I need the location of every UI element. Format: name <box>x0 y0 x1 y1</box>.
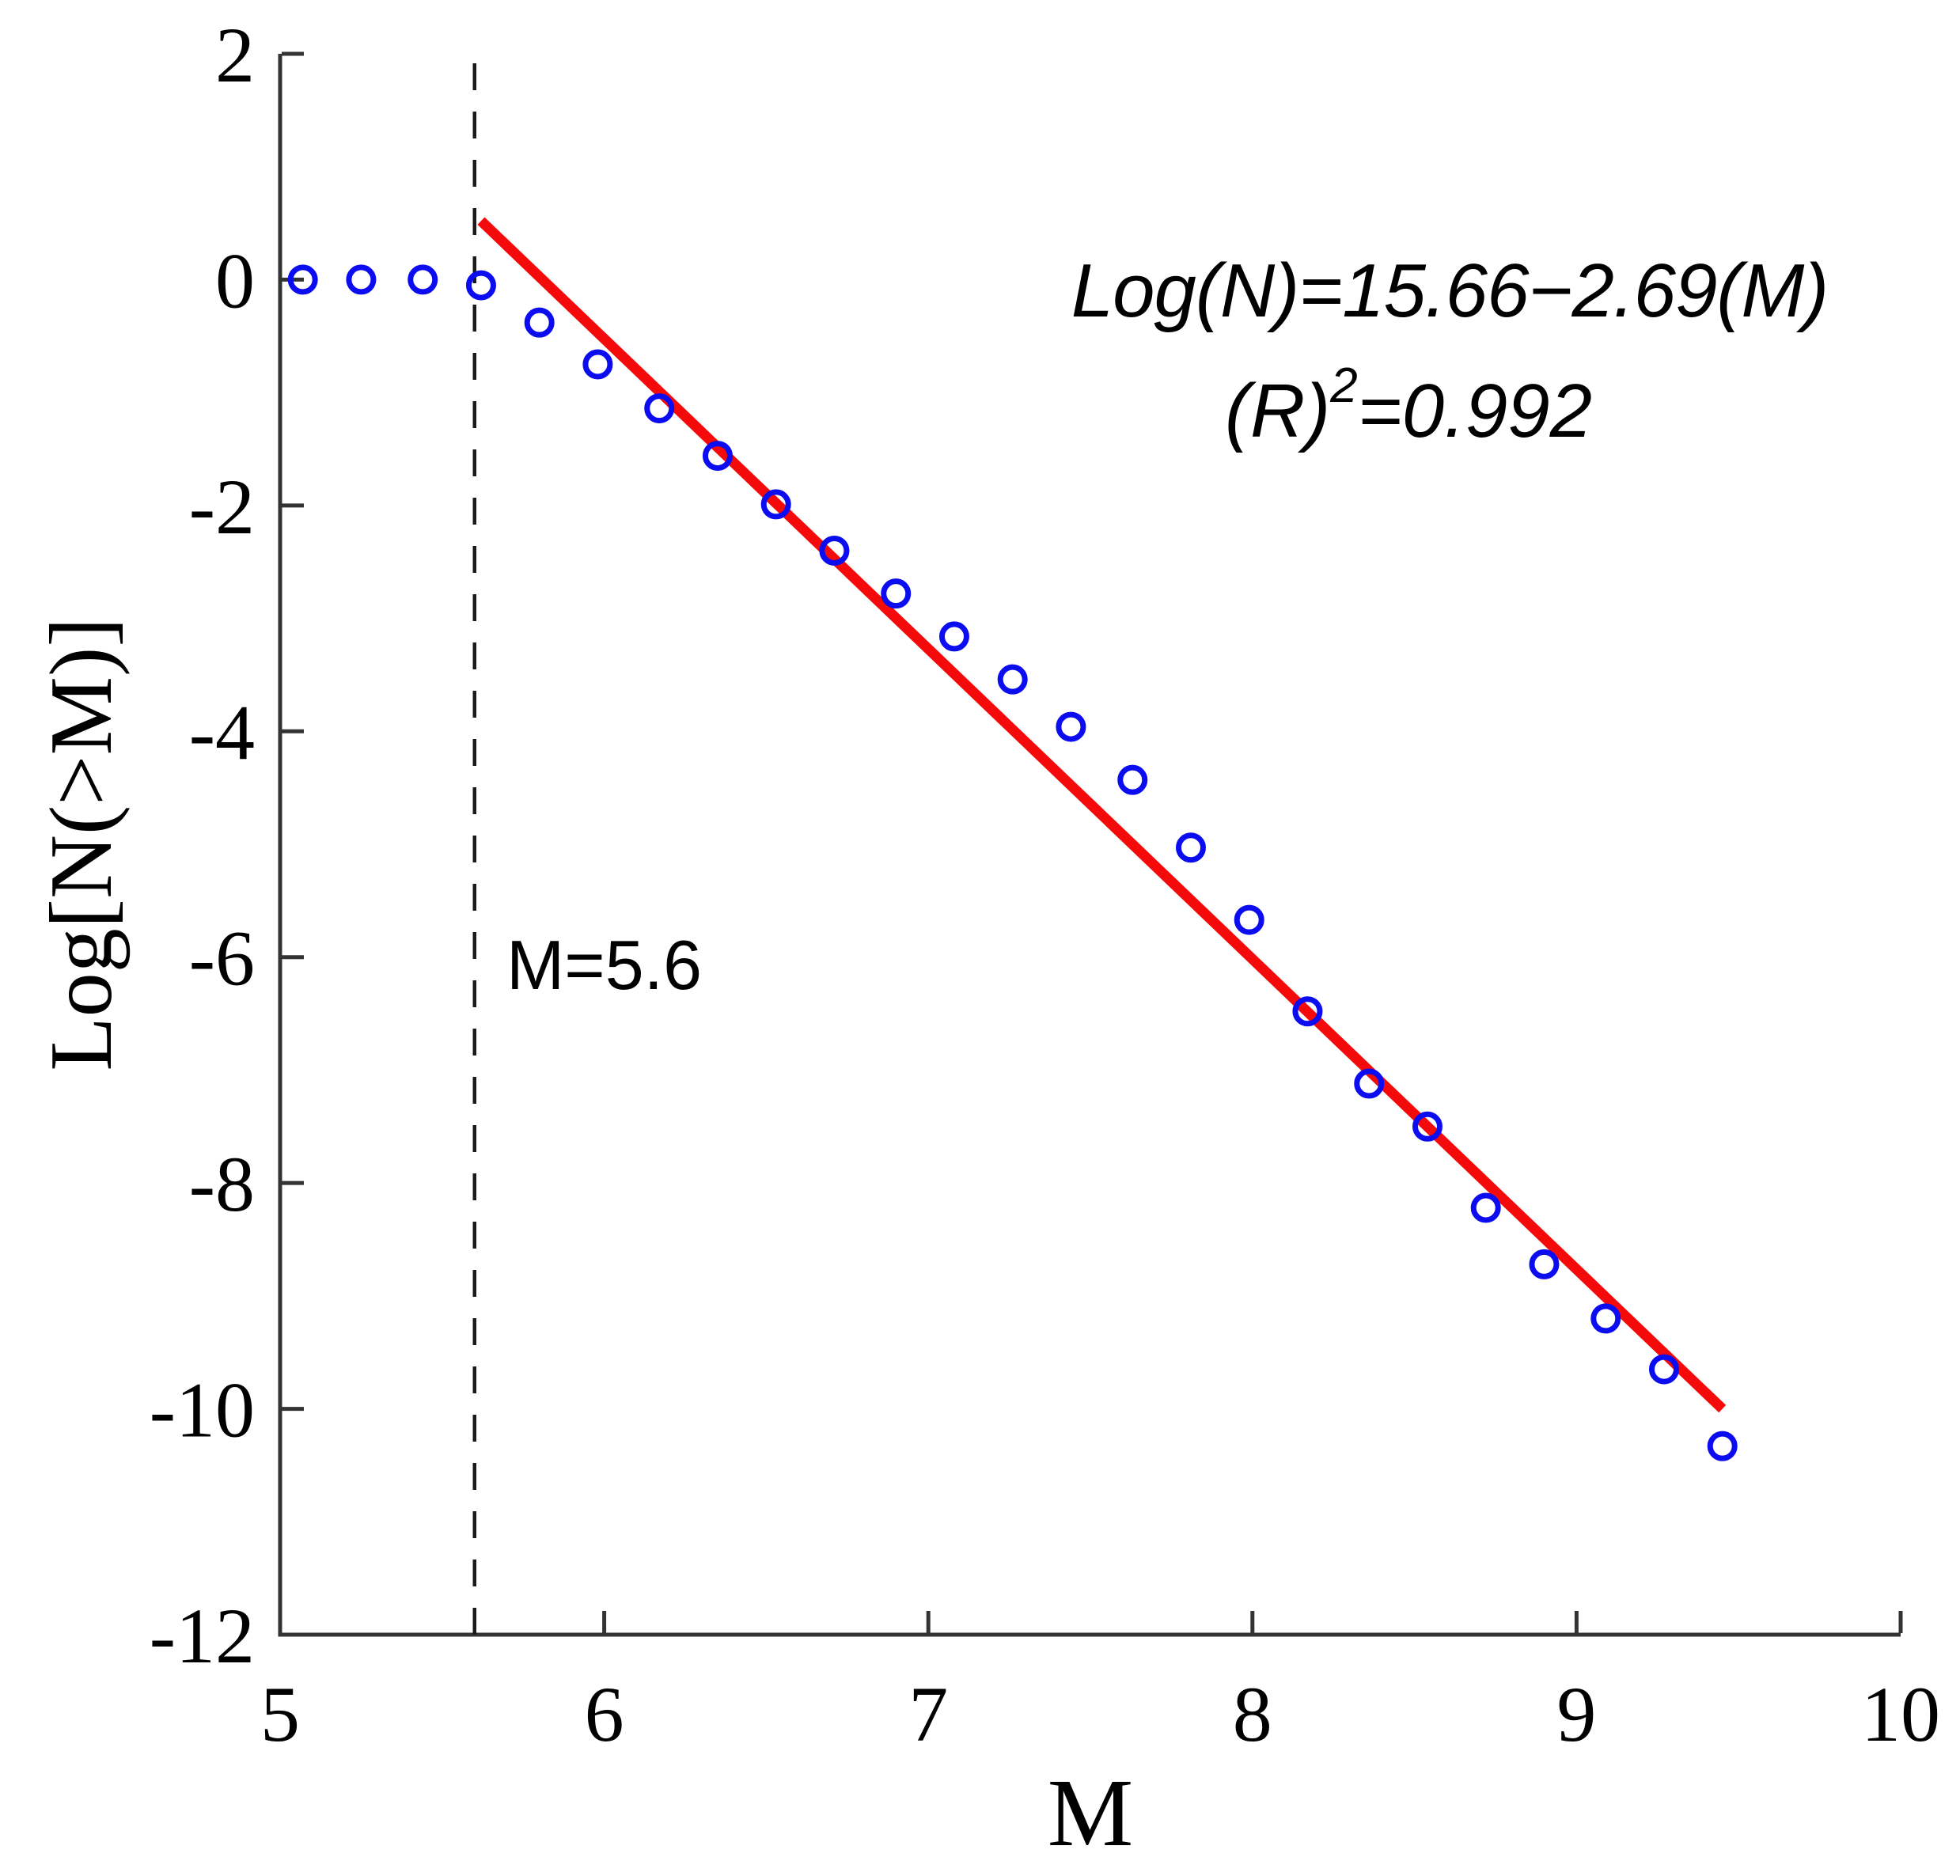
r-squared-superscript: 2 <box>1329 358 1357 413</box>
y-tick-label: -10 <box>150 1366 255 1454</box>
data-point-marker <box>1292 996 1323 1027</box>
data-point-marker <box>1175 832 1206 863</box>
y-tick-label: 0 <box>215 237 255 324</box>
y-axis-ticks <box>282 51 304 1637</box>
data-point-marker <box>465 270 496 301</box>
data-point-marker <box>1234 904 1264 935</box>
data-point-marker <box>1056 711 1086 742</box>
y-tick-label: -8 <box>189 1140 255 1228</box>
data-point-marker <box>819 535 850 566</box>
data-point-marker <box>1412 1111 1443 1142</box>
fit-line-layer <box>477 217 1727 1413</box>
x-tick-label: 7 <box>908 1670 948 1758</box>
y-tick-label: -12 <box>150 1592 255 1680</box>
data-point-marker <box>582 349 613 380</box>
r-squared-prefix: (R) <box>1225 369 1330 453</box>
r-squared-annotation: (R)2=0.992 <box>1225 358 1592 453</box>
data-point-marker <box>408 264 438 295</box>
y-tick-label: -6 <box>189 915 255 1002</box>
y-tick-label: 2 <box>215 11 255 99</box>
fit-line <box>477 217 1727 1413</box>
y-tick-label: -2 <box>189 463 255 551</box>
data-point-marker <box>524 307 555 338</box>
x-axis-ticks <box>278 1611 1903 1633</box>
data-point-marker <box>1529 1249 1560 1279</box>
data-point-marker <box>1354 1068 1385 1099</box>
x-tick-label: 5 <box>260 1670 300 1758</box>
y-tick-labels: 2 0 -2 -4 -6 -8 -10 -12 <box>150 11 255 1680</box>
data-point-marker <box>881 578 912 609</box>
data-point-marker <box>287 264 318 295</box>
data-point-marker <box>997 664 1028 695</box>
data-point-marker <box>346 264 377 295</box>
data-point-marker <box>1470 1192 1501 1223</box>
x-tick-label: 6 <box>585 1670 624 1758</box>
cutoff-label: M=5.6 <box>506 926 702 1004</box>
y-axis-title: Log[N(>M)] <box>32 617 131 1071</box>
data-point-marker <box>702 441 733 472</box>
data-points-layer <box>287 264 1738 1461</box>
x-tick-label: 8 <box>1233 1670 1272 1758</box>
data-point-marker <box>1117 764 1148 795</box>
data-point-marker <box>938 621 969 652</box>
y-tick-label: -4 <box>189 688 255 776</box>
x-tick-label: 10 <box>1861 1670 1940 1758</box>
x-tick-labels: 5 6 7 8 9 10 <box>260 1670 1940 1758</box>
data-point-marker <box>644 393 675 424</box>
data-point-marker <box>1648 1354 1679 1385</box>
x-tick-label: 9 <box>1556 1670 1596 1758</box>
data-point-marker <box>760 489 791 520</box>
data-point-marker <box>1707 1431 1738 1461</box>
x-axis-title: M <box>1048 1760 1133 1867</box>
data-point-marker <box>1590 1303 1621 1334</box>
r-squared-value: =0.992 <box>1358 369 1592 453</box>
axes <box>278 51 1903 1637</box>
fit-equation-annotation: Log(N)=15.66−2.69(M) <box>1071 248 1829 333</box>
